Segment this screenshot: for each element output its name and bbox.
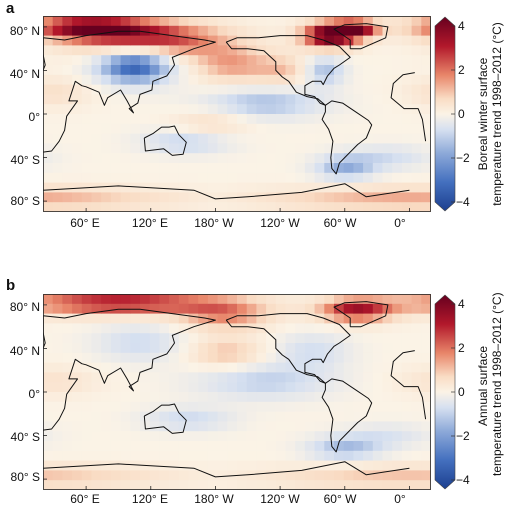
lon-label-60e-b: 60° E xyxy=(70,492,100,506)
lat-label-40s-b: 40° S xyxy=(10,430,40,444)
colorbar-b xyxy=(434,294,456,490)
lon-label-120e: 120° E xyxy=(131,216,169,230)
map-panel-a xyxy=(43,16,431,212)
colorbar-b-title-line1: Annual surface xyxy=(476,345,490,427)
colorbar-b-tick-neg2: −2 xyxy=(456,429,470,443)
lon-label-0-b: 0° xyxy=(394,492,406,506)
lat-label-80s: 80° S xyxy=(10,194,40,208)
lon-label-60e: 60° E xyxy=(70,216,100,230)
lat-label-40s: 40° S xyxy=(10,153,40,167)
colorbar-a-title-line2: temperature trend 1998–2012 (°C) xyxy=(490,22,504,206)
colorbar-a-tick-0: 0 xyxy=(458,107,465,121)
lat-label-0-b: 0° xyxy=(28,387,40,401)
lon-label-120w-b: 120° W xyxy=(260,492,300,506)
colorbar-a-tick-neg2: −2 xyxy=(456,151,470,165)
colorbar-b-tick-neg4: −4 xyxy=(456,473,470,487)
lat-label-80n-b: 80° N xyxy=(9,300,40,314)
lat-label-40n: 40° N xyxy=(9,67,40,81)
colorbar-a-title: Boreal winter surface temperature trend … xyxy=(476,14,504,214)
lon-label-120w: 120° W xyxy=(260,216,300,230)
lat-label-40n-b: 40° N xyxy=(9,344,40,358)
colorbar-a-title-line1: Boreal winter surface xyxy=(476,57,490,171)
colorbar-a-tick-4: 4 xyxy=(458,19,465,33)
lon-label-180w: 180° W xyxy=(194,216,234,230)
panel-a-letter: a xyxy=(6,0,15,17)
colorbar-b-title: Annual surface temperature trend 1998–20… xyxy=(476,292,504,476)
colorbar-a-tick-2: 2 xyxy=(458,63,465,77)
lat-label-80s-b: 80° S xyxy=(10,470,40,484)
panel-b-letter: b xyxy=(6,277,16,294)
lon-label-60w: 60° W xyxy=(323,216,357,230)
lat-label-0: 0° xyxy=(28,110,40,124)
lon-label-120e-b: 120° E xyxy=(131,492,169,506)
lon-label-60w-b: 60° W xyxy=(323,492,357,506)
colorbar-b-tick-4: 4 xyxy=(458,297,465,311)
lat-label-80n: 80° N xyxy=(9,24,40,38)
lon-label-0: 0° xyxy=(394,216,406,230)
lon-label-180w-b: 180° W xyxy=(194,492,234,506)
colorbar-b-tick-0: 0 xyxy=(458,385,465,399)
map-panel-b xyxy=(43,294,431,490)
colorbar-a xyxy=(434,16,456,212)
colorbar-b-tick-2: 2 xyxy=(458,341,465,355)
colorbar-a-tick-neg4: −4 xyxy=(456,195,470,209)
colorbar-b-title-line2: temperature trend 1998–2012 (°C) xyxy=(490,292,504,476)
